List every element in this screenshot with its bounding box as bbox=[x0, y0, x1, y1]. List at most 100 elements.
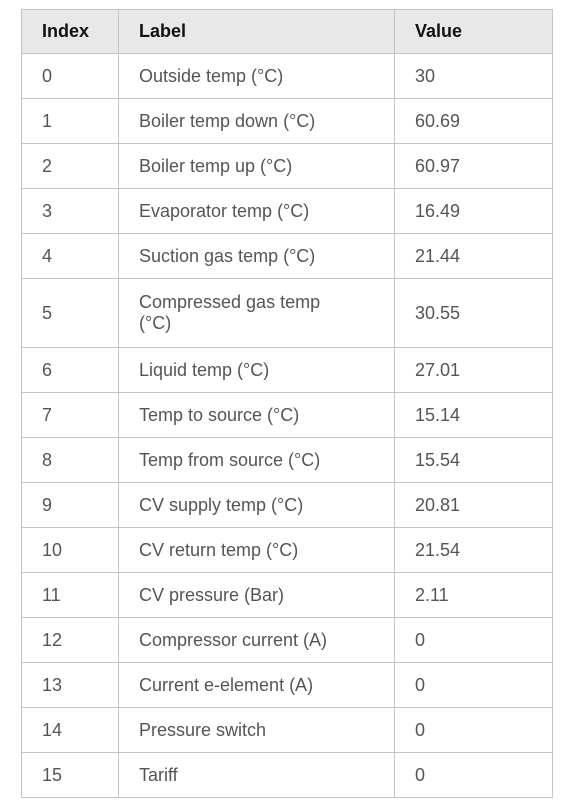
table-cell: 60.97 bbox=[394, 143, 553, 189]
table-row: 4 Suction gas temp (°C) 21.44 bbox=[21, 233, 553, 279]
table-row: 8 Temp from source (°C) 15.54 bbox=[21, 437, 553, 483]
header-cell: Index bbox=[21, 9, 119, 54]
table-row: 15 Tariff 0 bbox=[21, 752, 553, 798]
cell-text: Pressure switch bbox=[139, 719, 267, 740]
cell-text: Current e-element (A) bbox=[139, 674, 314, 695]
table-cell: Outside temp (°C) bbox=[118, 53, 395, 99]
table-cell: 0 bbox=[394, 662, 553, 708]
table-cell: Compressor current (A) bbox=[118, 617, 395, 663]
cell-text: Evaporator temp (°C) bbox=[139, 200, 310, 221]
table-row: 12 Compressor current (A) 0 bbox=[21, 617, 553, 663]
cell-text: 5 bbox=[42, 302, 53, 323]
table-cell: Current e-element (A) bbox=[118, 662, 395, 708]
cell-text: 2.11 bbox=[415, 584, 449, 605]
table-cell: 30 bbox=[394, 53, 553, 99]
cell-text: 15.14 bbox=[415, 404, 461, 425]
cell-text: CV supply temp (°C) bbox=[139, 494, 304, 515]
table-cell: Evaporator temp (°C) bbox=[118, 188, 395, 234]
table-cell: 15 bbox=[21, 752, 119, 798]
cell-text: CV pressure (Bar) bbox=[139, 584, 285, 605]
cell-text: Suction gas temp (°C) bbox=[139, 245, 316, 266]
table-row: 14 Pressure switch 0 bbox=[21, 707, 553, 753]
table-cell: Suction gas temp (°C) bbox=[118, 233, 395, 279]
cell-text: 0 bbox=[42, 65, 53, 86]
table-cell: CV pressure (Bar) bbox=[118, 572, 395, 618]
table-row: 11 CV pressure (Bar) 2.11 bbox=[21, 572, 553, 618]
cell-text: 30 bbox=[415, 65, 436, 86]
table-cell: 15.14 bbox=[394, 392, 553, 438]
cell-text: 1 bbox=[42, 110, 53, 131]
cell-text: 12 bbox=[42, 629, 63, 650]
table-row: 13 Current e-element (A) 0 bbox=[21, 662, 553, 708]
table-cell: Temp from source (°C) bbox=[118, 437, 395, 483]
cell-text: 2 bbox=[42, 155, 53, 176]
cell-text: 60.97 bbox=[415, 155, 461, 176]
cell-text: Tariff bbox=[139, 764, 178, 785]
cell-text: Compressor current (A) bbox=[139, 629, 328, 650]
cell-text: Boiler temp up (°C) bbox=[139, 155, 293, 176]
table-cell: 2 bbox=[21, 143, 119, 189]
cell-text: 14 bbox=[42, 719, 63, 740]
table-cell: 0 bbox=[21, 53, 119, 99]
table-cell: 0 bbox=[394, 617, 553, 663]
cell-text: 10 bbox=[42, 539, 63, 560]
table-cell: 20.81 bbox=[394, 482, 553, 528]
cell-text: 8 bbox=[42, 449, 53, 470]
table-cell: 27.01 bbox=[394, 347, 553, 393]
table-cell: 1 bbox=[21, 98, 119, 144]
table-row: 7 Temp to source (°C) 15.14 bbox=[21, 392, 553, 438]
table-row: 1 Boiler temp down (°C) 60.69 bbox=[21, 98, 553, 144]
cell-text: 21.54 bbox=[415, 539, 461, 560]
table-cell: CV return temp (°C) bbox=[118, 527, 395, 573]
cell-text: 6 bbox=[42, 359, 53, 380]
table-body: 0 Outside temp (°C) 30 1 Boiler temp down (°… bbox=[21, 53, 553, 798]
table-row: 5 Compressed gas temp (°C) 30.55 bbox=[21, 278, 553, 348]
cell-text: 15 bbox=[42, 764, 63, 785]
table-cell: 12 bbox=[21, 617, 119, 663]
cell-text: 11 bbox=[42, 584, 61, 605]
table-row: 0 Outside temp (°C) 30 bbox=[21, 53, 553, 99]
cell-text: 0 bbox=[415, 674, 426, 695]
table-header: Index Label Value bbox=[21, 9, 553, 54]
table-cell: Boiler temp up (°C) bbox=[118, 143, 395, 189]
table-cell: 10 bbox=[21, 527, 119, 573]
table-cell: 5 bbox=[21, 278, 119, 348]
cell-text: Outside temp (°C) bbox=[139, 65, 284, 86]
cell-text: 15.54 bbox=[415, 449, 461, 470]
table-row: 10 CV return temp (°C) 21.54 bbox=[21, 527, 553, 573]
table-cell: Compressed gas temp (°C) bbox=[118, 278, 395, 348]
table-cell: 4 bbox=[21, 233, 119, 279]
cell-text: 0 bbox=[415, 629, 426, 650]
cell-text: 20.81 bbox=[415, 494, 461, 515]
table-cell: 8 bbox=[21, 437, 119, 483]
table-cell: CV supply temp (°C) bbox=[118, 482, 395, 528]
table-cell: 21.44 bbox=[394, 233, 553, 279]
cell-text: Boiler temp down (°C) bbox=[139, 110, 316, 131]
cell-text: 0 bbox=[415, 719, 426, 740]
table-row: 2 Boiler temp up (°C) 60.97 bbox=[21, 143, 553, 189]
table-cell: Tariff bbox=[118, 752, 395, 798]
cell-text: 9 bbox=[42, 494, 53, 515]
table-cell: 60.69 bbox=[394, 98, 553, 144]
cell-text: Temp to source (°C) bbox=[139, 404, 300, 425]
cell-text: 7 bbox=[42, 404, 53, 425]
table-cell: 9 bbox=[21, 482, 119, 528]
table-cell: 16.49 bbox=[394, 188, 553, 234]
table-cell: 3 bbox=[21, 188, 119, 234]
table-cell: Boiler temp down (°C) bbox=[118, 98, 395, 144]
table-cell: 13 bbox=[21, 662, 119, 708]
cell-text: Temp from source (°C) bbox=[139, 449, 321, 470]
data-table: Index Label Value 0 Outside temp (°C) 30 1 B… bbox=[21, 9, 553, 798]
cell-text: 16.49 bbox=[415, 200, 461, 221]
table-cell: 30.55 bbox=[394, 278, 553, 348]
cell-text: 21.44 bbox=[415, 245, 461, 266]
cell-text: 27.01 bbox=[415, 359, 461, 380]
table-cell: 11 bbox=[21, 572, 119, 618]
table-cell: 2.11 bbox=[394, 572, 553, 618]
header-cell: Label bbox=[118, 9, 395, 54]
table-cell: 0 bbox=[394, 752, 553, 798]
cell-text: CV return temp (°C) bbox=[139, 539, 299, 560]
table-row: 3 Evaporator temp (°C) 16.49 bbox=[21, 188, 553, 234]
cell-text: 30.55 bbox=[415, 302, 461, 323]
